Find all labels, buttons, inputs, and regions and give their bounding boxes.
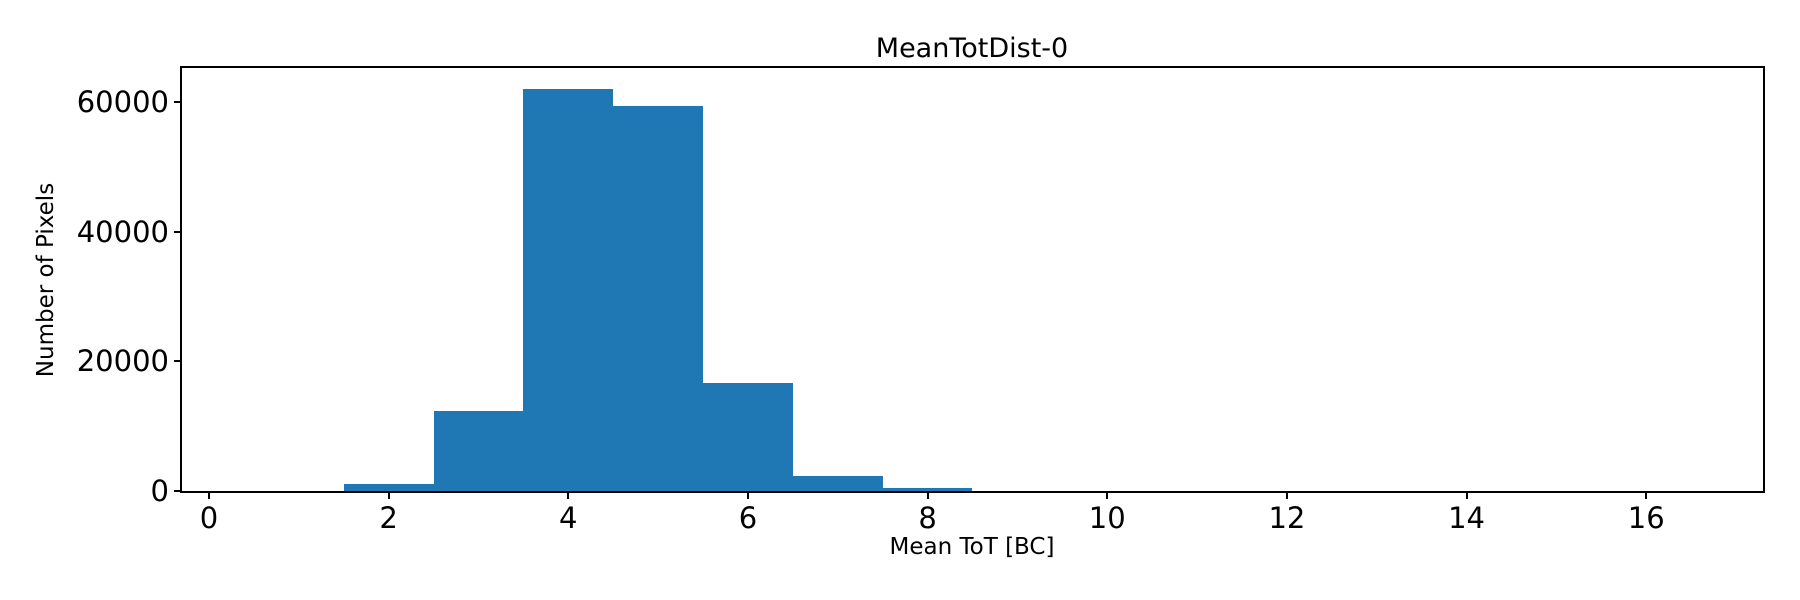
- x-tick-label: 2: [379, 501, 398, 535]
- x-tick-label: 12: [1268, 501, 1306, 535]
- histogram-bar: [433, 411, 524, 491]
- x-tick-mark: [1285, 491, 1288, 499]
- x-tick-mark: [567, 491, 570, 499]
- x-tick-mark: [926, 491, 929, 499]
- histogram-bar: [523, 88, 614, 491]
- x-tick-label: 4: [559, 501, 578, 535]
- histogram-bar: [792, 476, 883, 491]
- x-tick-label: 16: [1627, 501, 1665, 535]
- histogram-bar: [343, 483, 434, 491]
- chart-title: MeanTotDist-0: [875, 33, 1069, 64]
- y-tick-label: 60000: [76, 85, 169, 120]
- x-tick-mark: [1465, 491, 1468, 499]
- x-axis-label: Mean ToT [BC]: [889, 534, 1055, 560]
- x-tick-label: 8: [918, 501, 937, 535]
- plot-area: 0 2 4 6 8 10 12 14 16 0 20000 40000 60000: [77, 66, 1765, 535]
- x-tick-mark: [207, 491, 210, 499]
- x-tick-label: 0: [199, 501, 219, 535]
- y-tick-mark: [174, 360, 182, 363]
- histogram-bar: [613, 106, 703, 491]
- histogram-bar: [703, 382, 793, 491]
- histogram-bar: [882, 488, 973, 491]
- y-tick-mark: [174, 490, 182, 492]
- y-axis-label: Number of Pixels: [33, 182, 59, 378]
- x-tick-mark: [1645, 491, 1648, 499]
- x-tick-label: 14: [1448, 501, 1486, 535]
- y-tick-label: 40000: [76, 214, 169, 249]
- x-tick-label: 6: [738, 501, 758, 535]
- y-tick-label: 20000: [76, 344, 169, 379]
- x-tick-mark: [1106, 491, 1109, 499]
- y-tick-mark: [174, 230, 182, 233]
- x-tick-label: 10: [1088, 501, 1126, 535]
- y-tick-label: 0: [150, 474, 169, 508]
- x-tick-mark: [387, 491, 390, 499]
- y-tick-mark: [174, 101, 182, 104]
- x-tick-mark: [746, 491, 749, 499]
